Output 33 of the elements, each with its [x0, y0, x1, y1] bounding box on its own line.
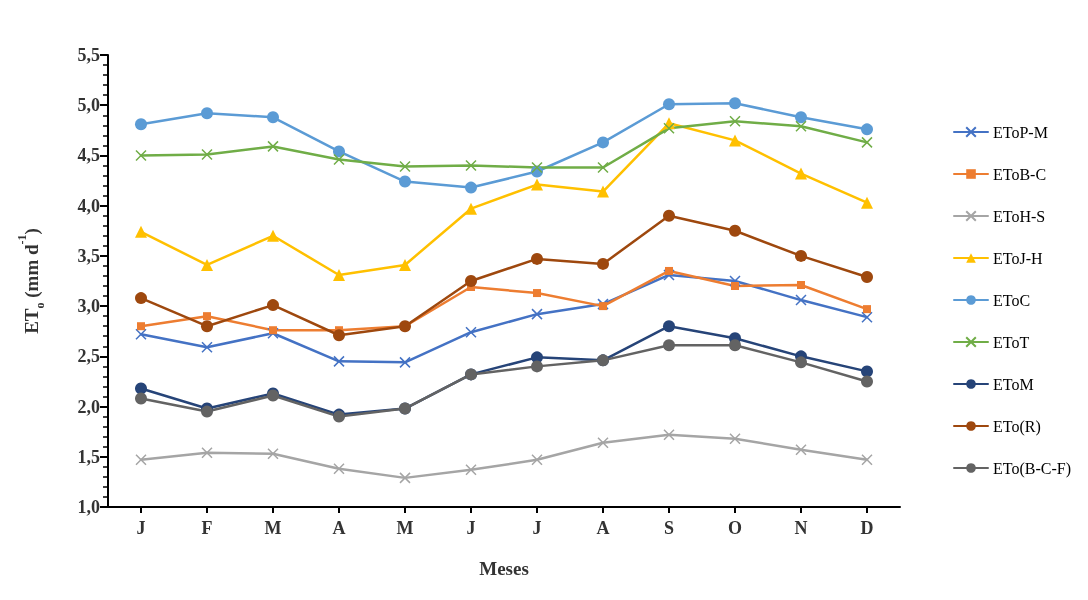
- y-tick-label: 1,5: [77, 446, 100, 467]
- x-tick-label: M: [264, 518, 282, 538]
- legend-label: EToM: [993, 375, 1034, 393]
- legend-label: ETo(R): [993, 417, 1041, 436]
- x-tick-label: F: [201, 518, 213, 538]
- y-tick-label: 3,0: [77, 296, 100, 317]
- y-tick-label: 2,5: [77, 346, 100, 367]
- legend-label: EToB-C: [993, 165, 1047, 183]
- x-tick-label: A: [332, 518, 346, 538]
- legend-label: EToT: [993, 333, 1030, 351]
- x-axis-title: Meses: [479, 558, 529, 579]
- legend-label: ETo(B-C-F): [993, 459, 1071, 478]
- legend-label: EToP-M: [993, 123, 1048, 141]
- y-tick-label: 2,0: [77, 396, 100, 417]
- y-tick-label: 3,5: [77, 245, 100, 266]
- x-tick-label: A: [596, 518, 610, 538]
- y-tick-label: 4,0: [77, 195, 100, 216]
- x-tick-label: N: [794, 518, 808, 538]
- x-tick-label: J: [466, 518, 476, 538]
- x-tick-label: D: [860, 518, 874, 538]
- x-tick-label: J: [136, 518, 146, 538]
- y-tick-label: 4,5: [77, 145, 100, 166]
- legend-label: EToJ-H: [993, 249, 1043, 267]
- x-tick-label: O: [727, 518, 743, 538]
- y-axis-title: ETo (mm d-1): [15, 228, 47, 334]
- legend-label: EToC: [993, 291, 1031, 309]
- y-tick-label: 5,5: [77, 45, 100, 65]
- x-tick-label: M: [396, 518, 414, 538]
- y-tick-label: 5,0: [77, 95, 100, 116]
- legend-label: EToH-S: [993, 207, 1046, 225]
- x-tick-label: S: [663, 518, 675, 538]
- y-tick-label: 1,0: [77, 497, 100, 517]
- x-tick-label: J: [532, 518, 542, 538]
